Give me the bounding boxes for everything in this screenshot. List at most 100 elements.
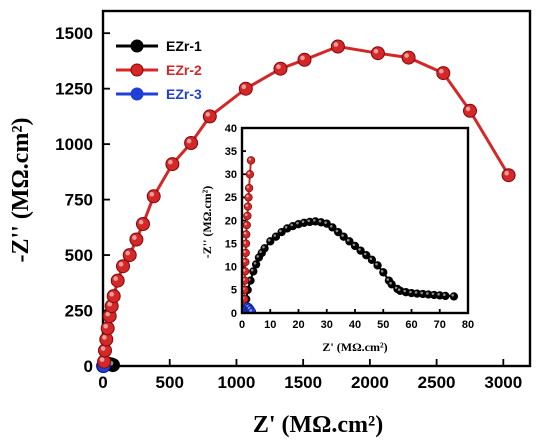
inset-point-highlight <box>420 291 424 295</box>
inset-plot-background <box>242 128 468 313</box>
main-point-highlight <box>373 48 379 54</box>
main-point-ezr-2 <box>370 46 385 61</box>
inset-point-highlight <box>243 250 246 253</box>
main-point-ezr-2 <box>297 52 312 67</box>
main-axis-ticks: 0 500 1000 1500 2000 2500 30000250500750100012… <box>55 24 522 392</box>
main-point-ezr-2 <box>122 248 137 263</box>
main-point-ezr-2 <box>106 289 121 304</box>
main-y-tick-label: 500 <box>65 246 93 265</box>
inset-x-tick-label: 60 <box>405 319 417 331</box>
main-point-ezr-2 <box>100 321 115 336</box>
main-y-tick-label: 1000 <box>55 135 93 154</box>
inset-point-highlight <box>247 171 251 175</box>
main-point-highlight <box>404 53 409 58</box>
legend-item-ezr-2: EZr-2 <box>116 62 202 78</box>
inset-point-highlight <box>335 229 339 233</box>
main-point-ezr-2 <box>238 81 253 96</box>
main-point-highlight <box>113 276 118 281</box>
inset-point-highlight <box>256 255 260 258</box>
inset-x-tick-label: 80 <box>462 319 474 331</box>
main-point-ezr-2 <box>273 61 288 76</box>
main-point-ezr-2 <box>501 168 516 183</box>
main-point-highlight <box>465 106 471 112</box>
inset-point-highlight <box>250 268 254 272</box>
inset-point-highlight <box>443 293 446 297</box>
inset-y-tick-label: 20 <box>225 215 237 227</box>
main-x-tick-label: 2500 <box>418 373 456 392</box>
inset-point-highlight <box>246 194 249 198</box>
inset-point-highlight <box>296 221 299 225</box>
inset-point-ezr-1 <box>249 267 258 276</box>
inset-y-tick-label: 35 <box>225 146 237 158</box>
main-x-axis-label: Z' (MΩ.cm²) <box>253 412 383 438</box>
inset-x-tick-label: 10 <box>264 319 276 331</box>
main-point-highlight <box>186 138 192 144</box>
inset-point-highlight <box>243 231 247 235</box>
main-point-highlight <box>105 311 110 317</box>
main-x-tick-label: 500 <box>156 373 184 392</box>
main-point-highlight <box>333 42 339 47</box>
main-point-highlight <box>102 335 107 340</box>
main-y-tick-label: 1500 <box>55 24 93 43</box>
main-point-highlight <box>109 291 114 297</box>
main-x-tick-label: 1000 <box>218 373 256 392</box>
inset-point-highlight <box>380 269 384 273</box>
inset-point-highlight <box>426 292 429 295</box>
legend-item-ezr-1: EZr-1 <box>116 38 202 54</box>
inset-point-highlight <box>244 222 247 226</box>
inset-point-highlight <box>346 238 350 242</box>
inset-point-highlight <box>284 225 288 229</box>
main-point-highlight <box>103 324 108 329</box>
inset-point-ezr-2 <box>244 193 253 202</box>
inset-point-ezr-1 <box>449 292 459 301</box>
inset-y-tick-label: 30 <box>225 169 237 181</box>
inset-point-highlight <box>290 223 294 227</box>
inset-point-highlight <box>253 262 257 265</box>
main-point-highlight <box>100 346 106 351</box>
inset-point-highlight <box>243 259 246 263</box>
inset-point-highlight <box>451 293 455 297</box>
main-point-highlight <box>504 170 510 176</box>
inset-y-axis-label: -Z'' (MΩ.cm²) <box>200 186 214 259</box>
inset-point-highlight <box>249 309 252 312</box>
inset-point-highlight <box>409 290 412 294</box>
inset-point-highlight <box>301 220 305 223</box>
inset-x-tick-label: 0 <box>239 319 245 331</box>
inset-point-ezr-2 <box>244 183 254 193</box>
inset-point-ezr-2 <box>245 170 255 179</box>
inset-series-group <box>242 156 459 313</box>
main-x-tick-label: 0 <box>98 373 107 392</box>
inset-point-highlight <box>375 262 378 266</box>
inset-point-ezr-1 <box>373 261 382 270</box>
inset-point-ezr-2 <box>242 220 251 230</box>
inset-point-highlight <box>242 268 246 272</box>
inset-x-tick-label: 50 <box>377 319 389 331</box>
inset-point-ezr-1 <box>251 260 261 269</box>
inset-point-highlight <box>437 293 440 296</box>
inset-point-highlight <box>363 252 367 256</box>
inset-y-tick-label: 0 <box>231 308 237 320</box>
inset-point-ezr-3 <box>247 307 257 313</box>
inset-y-tick-label: 10 <box>225 262 237 274</box>
inset-point-highlight <box>273 234 277 237</box>
main-point-highlight <box>205 112 211 117</box>
inset-x-tick-label: 30 <box>321 319 333 331</box>
main-point-highlight <box>276 64 281 69</box>
inset-point-ezr-1 <box>260 244 269 253</box>
inset-point-highlight <box>259 250 262 253</box>
inset-point-highlight <box>324 221 327 224</box>
inset-point-highlight <box>352 243 356 247</box>
main-point-ezr-2 <box>184 136 199 150</box>
main-x-tick-label: 1500 <box>284 373 322 392</box>
inset-point-ezr-1 <box>379 268 388 277</box>
main-point-highlight <box>132 235 137 240</box>
inset-point-highlight <box>244 213 248 216</box>
inset-point-highlight <box>313 219 316 222</box>
main-point-highlight <box>125 250 130 256</box>
main-y-tick-label: 250 <box>65 301 93 320</box>
main-x-tick-label: 2000 <box>351 373 389 392</box>
inset-point-ezr-1 <box>441 291 450 301</box>
main-point-ezr-2 <box>463 103 477 118</box>
inset-point-ezr-2 <box>243 211 252 221</box>
main-point-ezr-2 <box>146 189 161 204</box>
